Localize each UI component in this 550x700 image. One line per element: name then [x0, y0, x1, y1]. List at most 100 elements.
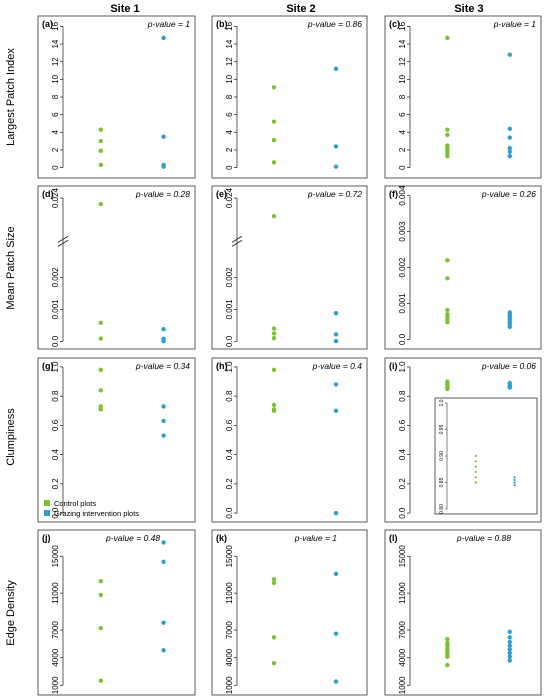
inset-frame — [434, 397, 538, 515]
control-point — [98, 336, 104, 341]
p-value-label: p-value = 0.26 — [481, 189, 536, 199]
y-tick-label: 7000 — [51, 621, 60, 639]
row-label-largest-patch-index: Largest Patch Index — [5, 48, 17, 146]
y-tick-label: 4 — [398, 130, 407, 135]
y-tick-label: 0.2 — [398, 478, 407, 490]
control-point — [445, 153, 450, 159]
panel-letter: (b) — [216, 19, 228, 29]
y-tick-label: 8 — [398, 94, 407, 99]
y-tick-label: 0.6 — [51, 419, 60, 431]
control-point — [445, 637, 450, 642]
y-tick-label: 12 — [51, 57, 60, 66]
grazing-point — [507, 153, 512, 159]
y-tick-label: 14 — [51, 39, 60, 48]
control-point — [271, 577, 277, 582]
y-tick-label: 4 — [51, 130, 60, 135]
y-tick-label: 0.024 — [225, 187, 234, 208]
legend-grazing-label: Grazing intervention plots — [54, 509, 139, 518]
p-value-label: p-value = 0.06 — [481, 361, 536, 371]
grazing-point — [161, 540, 166, 545]
panel-b: 0 2 4 6 8 10 12 14 16(b) p-value = 0.86 — [211, 15, 368, 179]
y-tick-label: 0.8 — [398, 390, 407, 402]
control-point — [98, 578, 104, 584]
inset-control-point — [474, 465, 477, 468]
y-tick-label: 0.4 — [51, 449, 60, 461]
y-tick-label: 1000 — [225, 676, 234, 694]
panel-letter: (h) — [216, 361, 228, 371]
control-point — [271, 85, 277, 90]
grazing-point — [507, 647, 512, 652]
y-tick-label: 12 — [225, 57, 234, 66]
control-point — [98, 127, 104, 132]
y-tick-label: 1.0 — [398, 361, 407, 373]
y-tick-label: 0.0 — [225, 335, 234, 347]
grazing-point — [333, 144, 339, 149]
y-tick-label: 11000 — [225, 582, 234, 604]
control-point — [271, 331, 277, 336]
y-tick-label: 0.8 — [225, 390, 234, 402]
control-point — [271, 408, 277, 413]
inset-tick-label: 0.85 — [439, 477, 445, 487]
grazing-point — [333, 679, 339, 684]
grazing-point — [507, 643, 512, 648]
y-tick-label: 0.4 — [225, 449, 234, 461]
grazing-point — [161, 433, 166, 438]
y-tick-label: 12 — [398, 57, 407, 66]
panel-g: 0.0 0.2 0.4 0.6 0.8 1.0(g) p-value = 0.34 — [37, 357, 196, 523]
y-tick-label: 16 — [398, 21, 407, 30]
panel-k: 1000 4000 7000 11000 15000 (k) p-value = 1 — [211, 529, 368, 696]
y-tick-label: 10 — [225, 74, 234, 83]
panel-frame — [211, 185, 368, 350]
grazing-point — [507, 629, 512, 635]
grazing-point — [161, 338, 166, 344]
legend-control-swatch — [44, 500, 50, 506]
axis-break-mark — [231, 239, 243, 247]
control-point — [98, 678, 104, 683]
panel-e: 0.0 0.001 0.002 0.024(e) p-value = 0.72 — [211, 185, 368, 350]
inset-control-point — [474, 470, 477, 473]
inset-control-point — [474, 460, 477, 463]
y-tick-label: 0 — [51, 165, 60, 170]
control-point — [445, 127, 450, 132]
grazing-point — [161, 134, 166, 139]
y-tick-label: 0.6 — [398, 419, 407, 431]
y-tick-label: 2 — [51, 147, 60, 152]
y-tick-label: 4000 — [51, 648, 60, 666]
p-value-label: p-value = 1 — [493, 19, 537, 29]
panel-frame — [384, 357, 542, 523]
control-point — [445, 654, 450, 659]
control-point — [98, 407, 104, 412]
p-value-label: p-value = 0.4 — [312, 361, 363, 371]
panel-frame — [384, 15, 542, 179]
p-value-label: p-value = 0.48 — [105, 533, 160, 543]
inset-tick-label: 1.0 — [439, 399, 445, 406]
y-tick-label: 0 — [225, 165, 234, 170]
y-tick-label: 0.8 — [51, 390, 60, 402]
panel-frame — [384, 529, 542, 696]
grazing-point — [507, 324, 512, 330]
inset-grazing-point — [513, 484, 516, 487]
grazing-point — [507, 52, 512, 57]
grazing-point — [507, 126, 512, 131]
grazing-point — [333, 332, 339, 337]
y-tick-label: 11000 — [51, 582, 60, 604]
panel-j: 1000 4000 7000 11000 15000(j) p-value = 0.48 — [37, 529, 196, 696]
y-tick-label: 0.0 — [398, 507, 407, 519]
y-tick-label: 0 — [398, 165, 407, 170]
control-point — [98, 201, 104, 207]
control-point — [271, 326, 277, 331]
control-point — [271, 580, 277, 586]
y-tick-label: 6 — [225, 112, 234, 117]
y-tick-label: 0.002 — [225, 267, 234, 288]
y-tick-label: 14 — [225, 39, 234, 48]
control-point — [445, 258, 450, 263]
y-tick-label: 2 — [225, 147, 234, 152]
control-point — [271, 402, 277, 408]
panel-letter: (i) — [389, 361, 398, 371]
control-point — [445, 276, 450, 281]
grazing-point — [161, 648, 166, 653]
control-point — [271, 138, 277, 143]
control-point — [98, 162, 104, 168]
